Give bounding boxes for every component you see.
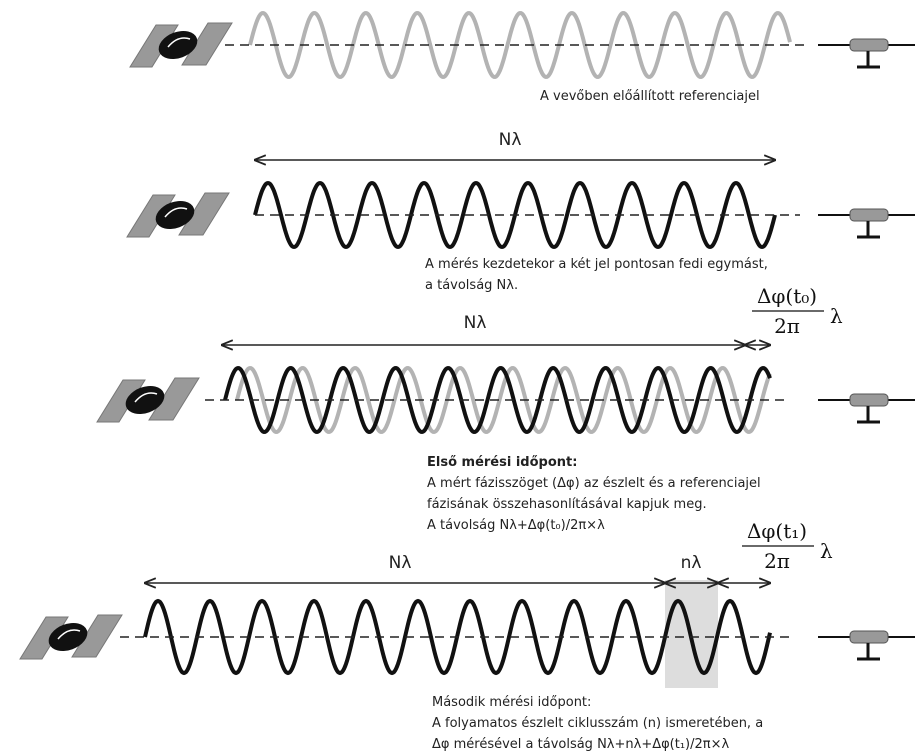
satellite-icon <box>20 615 122 659</box>
caption-line: A mért fázisszöget (Δφ) az észlelt és a … <box>427 476 761 491</box>
caption-line: A folyamatos észlelt ciklusszám (n) isme… <box>432 716 763 731</box>
caption-line: Δφ mérésével a távolság Nλ+nλ+Δφ(t₁)/2π×… <box>432 737 729 752</box>
distance-label: Nλ <box>464 313 487 333</box>
formula-numerator: Δφ(t₀) <box>757 284 817 308</box>
satellite-icon <box>130 23 232 67</box>
receiver-body <box>850 394 888 406</box>
receiver-icon <box>818 209 915 237</box>
caption-line: A vevőben előállított referenciajel <box>540 89 760 104</box>
caption-line: a távolság Nλ. <box>425 278 518 293</box>
formula-factor: λ <box>820 539 833 563</box>
receiver-body <box>850 631 888 643</box>
formula-denominator: 2π <box>774 314 800 338</box>
receiver-body <box>850 39 888 51</box>
caption-title: Második mérési időpont: <box>432 695 591 710</box>
caption-line: A mérés kezdetekor a két jel pontosan fe… <box>425 257 768 272</box>
formula-numerator: Δφ(t₁) <box>747 519 807 543</box>
receiver-icon <box>818 394 915 422</box>
formula-denominator: 2π <box>764 549 790 573</box>
distance-label: Nλ <box>389 553 412 573</box>
cycle-label: nλ <box>681 553 702 573</box>
caption-title: Első mérési időpont: <box>427 455 577 470</box>
satellite-icon <box>97 378 199 422</box>
satellite-icon <box>127 193 229 237</box>
distance-label: Nλ <box>499 130 522 150</box>
caption-line: fázisának összehasonlításával kapjuk meg… <box>427 497 707 512</box>
receiver-icon <box>818 631 915 659</box>
receiver-icon <box>818 39 915 67</box>
receiver-body <box>850 209 888 221</box>
formula-factor: λ <box>830 304 843 328</box>
caption-line: A távolság Nλ+Δφ(t₀)/2π×λ <box>427 518 605 533</box>
diagram: A vevőben előállított referenciajel Nλ A m… <box>0 0 915 754</box>
